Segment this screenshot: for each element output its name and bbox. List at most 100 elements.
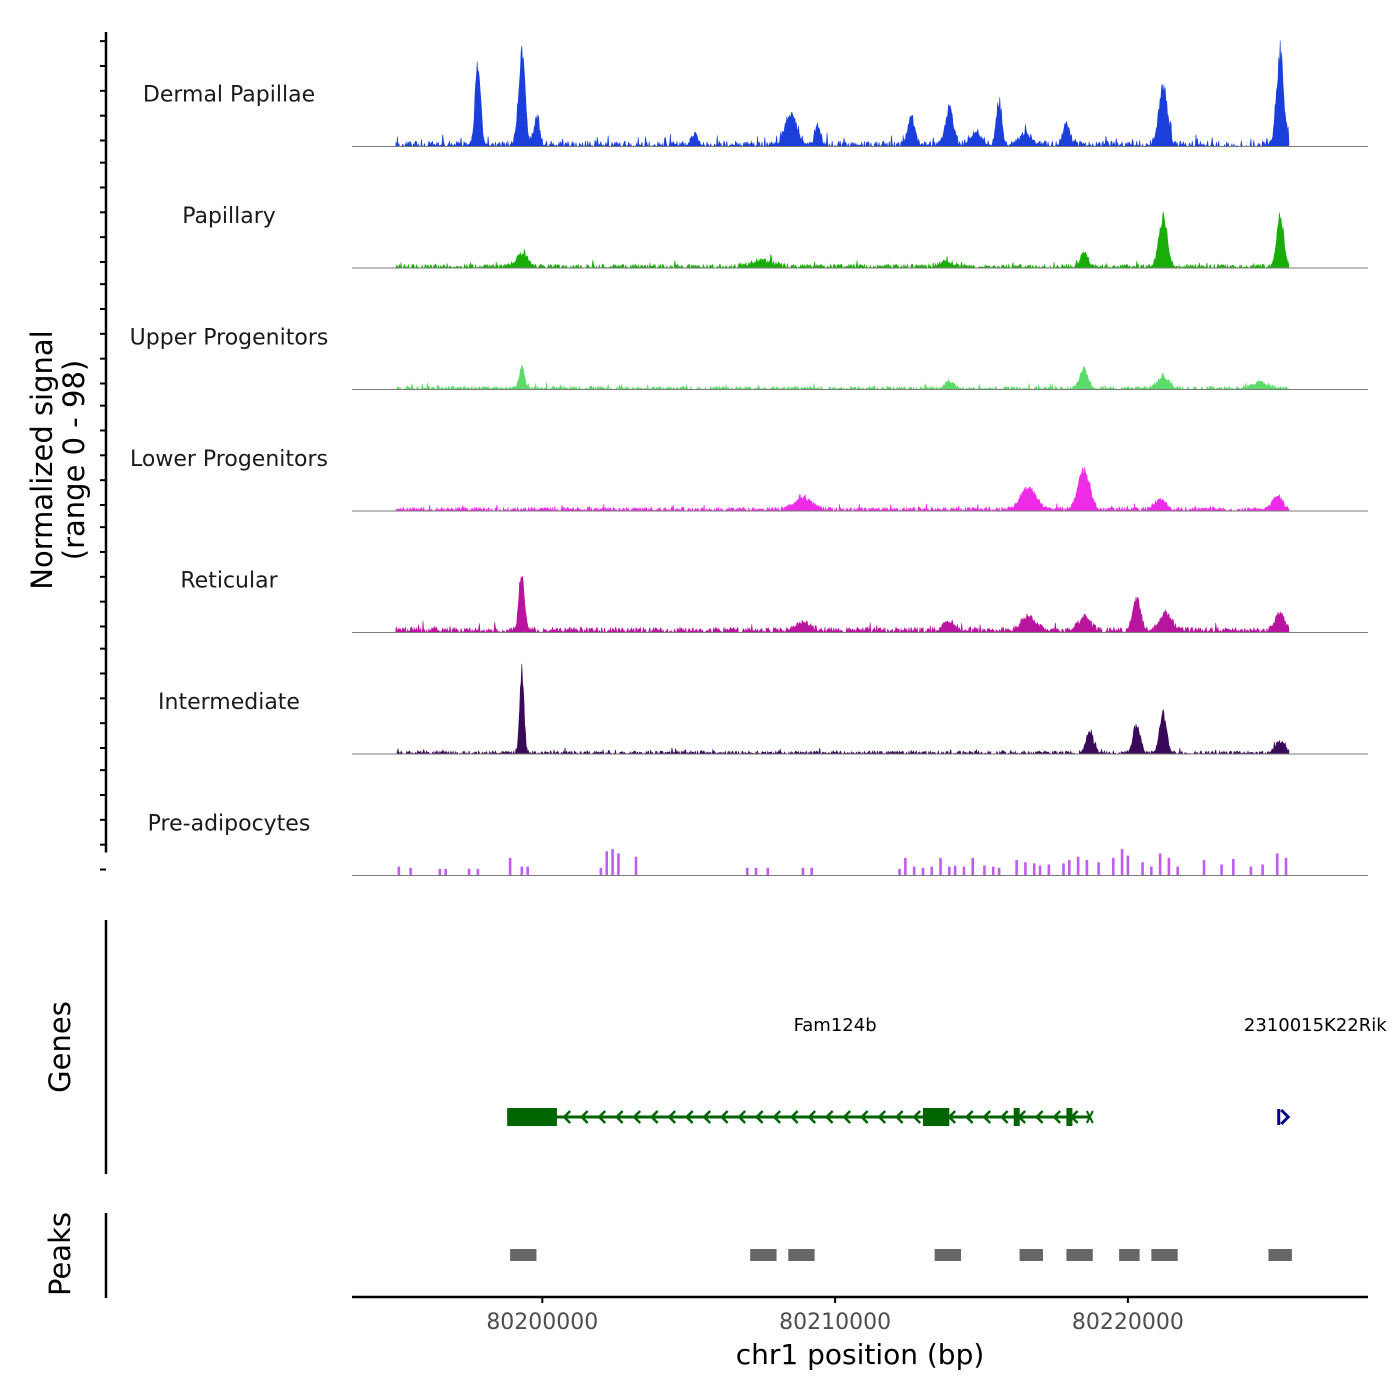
peak-region <box>1066 1249 1093 1261</box>
strand-arrow <box>667 1110 677 1124</box>
peak-region <box>788 1249 815 1261</box>
strand-arrow <box>579 1110 589 1124</box>
peaks-axis-title: Peaks <box>43 1212 77 1296</box>
signal-spike <box>953 865 957 876</box>
signal-spike <box>997 867 1001 876</box>
gene-exon <box>507 1108 557 1126</box>
gene-end-mark <box>1085 1110 1094 1124</box>
signal-spike <box>1024 862 1027 876</box>
gene-exon <box>1013 1108 1020 1126</box>
strand-arrow <box>807 1110 817 1124</box>
peaks-panel: Peaks <box>43 1212 1292 1298</box>
signal-spike <box>801 867 805 876</box>
track-label: Intermediate <box>158 690 300 715</box>
y-axis-subtitle: (range 0 - 98) <box>57 360 91 560</box>
signal-area <box>395 40 1290 148</box>
signal-spike <box>1141 862 1144 876</box>
signal-spike <box>508 857 512 876</box>
signal-spike <box>634 856 638 876</box>
strand-arrow <box>877 1110 887 1124</box>
signal-spike <box>617 853 620 876</box>
signal-spike <box>745 867 749 876</box>
signal-spike <box>766 867 770 876</box>
signal-spike <box>1120 849 1124 876</box>
signal-spike <box>438 868 442 876</box>
strand-arrow <box>824 1110 834 1124</box>
signal-spike <box>904 857 907 876</box>
signal-spike <box>397 866 401 876</box>
signal-spike <box>467 868 471 876</box>
signal-spike <box>921 867 925 876</box>
signal-spike <box>1111 857 1115 876</box>
signal-spike <box>1038 865 1042 876</box>
coverage-track: Papillary <box>182 204 1368 270</box>
signal-spike <box>599 867 603 876</box>
signal-spike <box>1158 853 1162 876</box>
signal-spike <box>1032 863 1036 876</box>
y-axis-title: Normalized signal <box>25 330 59 589</box>
gene-exon <box>1066 1108 1073 1126</box>
signal-spike <box>991 866 995 876</box>
signal-spike <box>930 866 934 876</box>
peak-region <box>1019 1249 1043 1261</box>
signal-spike <box>1176 866 1179 876</box>
track-label: Pre-adipocytes <box>148 812 311 837</box>
signal-spike <box>526 866 529 876</box>
x-axis-title: chr1 position (bp) <box>736 1338 985 1371</box>
signal-spike <box>520 866 524 876</box>
signal-spike <box>898 868 901 876</box>
genes-axis-title: Genes <box>43 1001 77 1093</box>
strand-arrow <box>737 1110 747 1124</box>
strand-arrow <box>964 1110 974 1124</box>
signal-spike <box>1068 860 1071 876</box>
signal-spike <box>983 865 986 876</box>
signal-spike <box>754 867 758 876</box>
signal-spike <box>605 851 609 876</box>
signal-spike <box>810 867 813 876</box>
signal-spike <box>1015 860 1018 876</box>
track-label: Upper Progenitors <box>130 326 329 351</box>
peak-region <box>1119 1249 1140 1261</box>
peak-region <box>1268 1249 1292 1261</box>
signal-spike <box>1085 860 1089 876</box>
genes-panel: Genes Fam124b 2310015K22Rik <box>43 920 1387 1174</box>
signal-spike <box>1126 855 1130 876</box>
x-tick-label: 80200000 <box>486 1310 598 1335</box>
strand-arrow <box>684 1110 694 1124</box>
peak-region <box>750 1249 777 1261</box>
track-label: Lower Progenitors <box>130 447 328 472</box>
strand-arrow <box>702 1110 712 1124</box>
strand-arrow <box>614 1110 624 1124</box>
signal-spike <box>962 866 966 876</box>
strand-arrow <box>719 1110 729 1124</box>
strand-arrow <box>859 1110 869 1124</box>
coverage-track: Lower Progenitors <box>130 447 1368 513</box>
x-tick-label: 80220000 <box>1072 1310 1184 1335</box>
peak-region <box>510 1249 537 1261</box>
strand-arrow <box>649 1110 659 1124</box>
signal-spike <box>1202 860 1206 876</box>
signal-spike <box>1261 864 1264 876</box>
peak-region <box>934 1249 962 1261</box>
track-label: Dermal Papillae <box>143 83 315 108</box>
signal-spike <box>1062 863 1065 876</box>
signal-spike <box>1097 862 1100 876</box>
signal-spike <box>1275 853 1279 876</box>
signal-spike <box>912 866 916 876</box>
coverage-track: Intermediate <box>158 663 1368 756</box>
strand-arrow <box>772 1110 782 1124</box>
strand-arrow <box>1034 1110 1044 1124</box>
strand-arrow <box>562 1110 572 1124</box>
signal-spike <box>1047 864 1051 876</box>
strand-arrow <box>982 1110 992 1124</box>
strand-arrow <box>754 1110 764 1124</box>
x-axis: 80200000 80210000 80220000 chr1 position (b… <box>352 1295 1368 1371</box>
coverage-track: Pre-adipocytes <box>148 812 1368 876</box>
gene-label: 2310015K22Rik <box>1244 1015 1387 1036</box>
signal-spike <box>939 857 942 876</box>
strand-arrow <box>912 1110 922 1124</box>
gene-model: Fam124b <box>507 1015 1094 1126</box>
coverage-panel: Dermal Papillae Papillary Upper Progenitor… <box>25 32 1368 876</box>
strand-arrow <box>789 1110 799 1124</box>
signal-spike <box>1167 857 1171 876</box>
